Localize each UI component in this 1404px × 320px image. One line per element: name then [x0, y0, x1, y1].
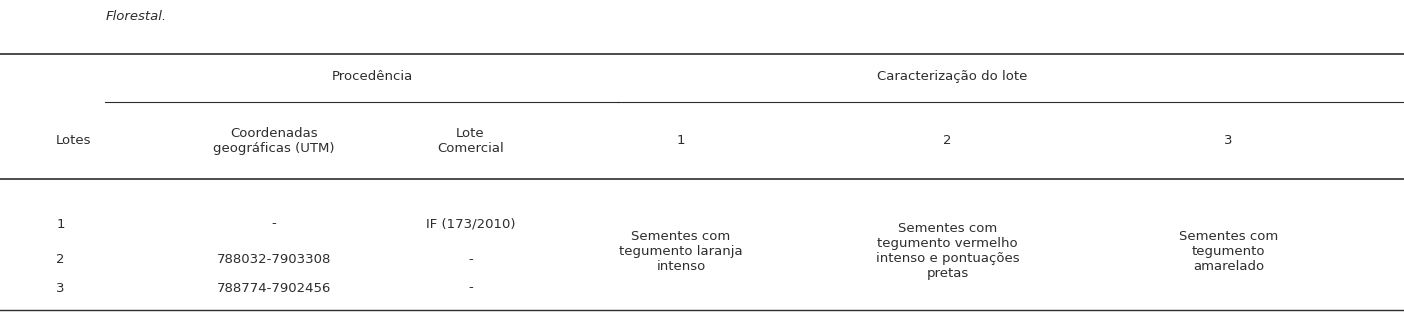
Text: Florestal.: Florestal.	[105, 10, 167, 23]
Text: Caracterização do lote: Caracterização do lote	[878, 70, 1028, 83]
Text: Lotes: Lotes	[56, 134, 91, 147]
Text: Lote
Comercial: Lote Comercial	[437, 127, 504, 155]
Text: Coordenadas
geográficas (UTM): Coordenadas geográficas (UTM)	[213, 127, 334, 155]
Text: 788032-7903308: 788032-7903308	[216, 253, 331, 266]
Text: IF (173/2010): IF (173/2010)	[425, 218, 515, 230]
Text: 3: 3	[56, 282, 65, 294]
Text: 2: 2	[56, 253, 65, 266]
Text: 2: 2	[943, 134, 952, 147]
Text: Sementes com
tegumento laranja
intenso: Sementes com tegumento laranja intenso	[619, 230, 743, 273]
Text: 788774-7902456: 788774-7902456	[216, 282, 331, 294]
Text: 1: 1	[677, 134, 685, 147]
Text: 3: 3	[1224, 134, 1233, 147]
Text: 1: 1	[56, 218, 65, 230]
Text: Procedência: Procedência	[331, 70, 413, 83]
Text: -: -	[271, 218, 277, 230]
Text: -: -	[468, 282, 473, 294]
Text: -: -	[468, 253, 473, 266]
Text: Sementes com
tegumento vermelho
intenso e pontuações
pretas: Sementes com tegumento vermelho intenso …	[876, 222, 1019, 280]
Text: Sementes com
tegumento
amarelado: Sementes com tegumento amarelado	[1179, 230, 1278, 273]
